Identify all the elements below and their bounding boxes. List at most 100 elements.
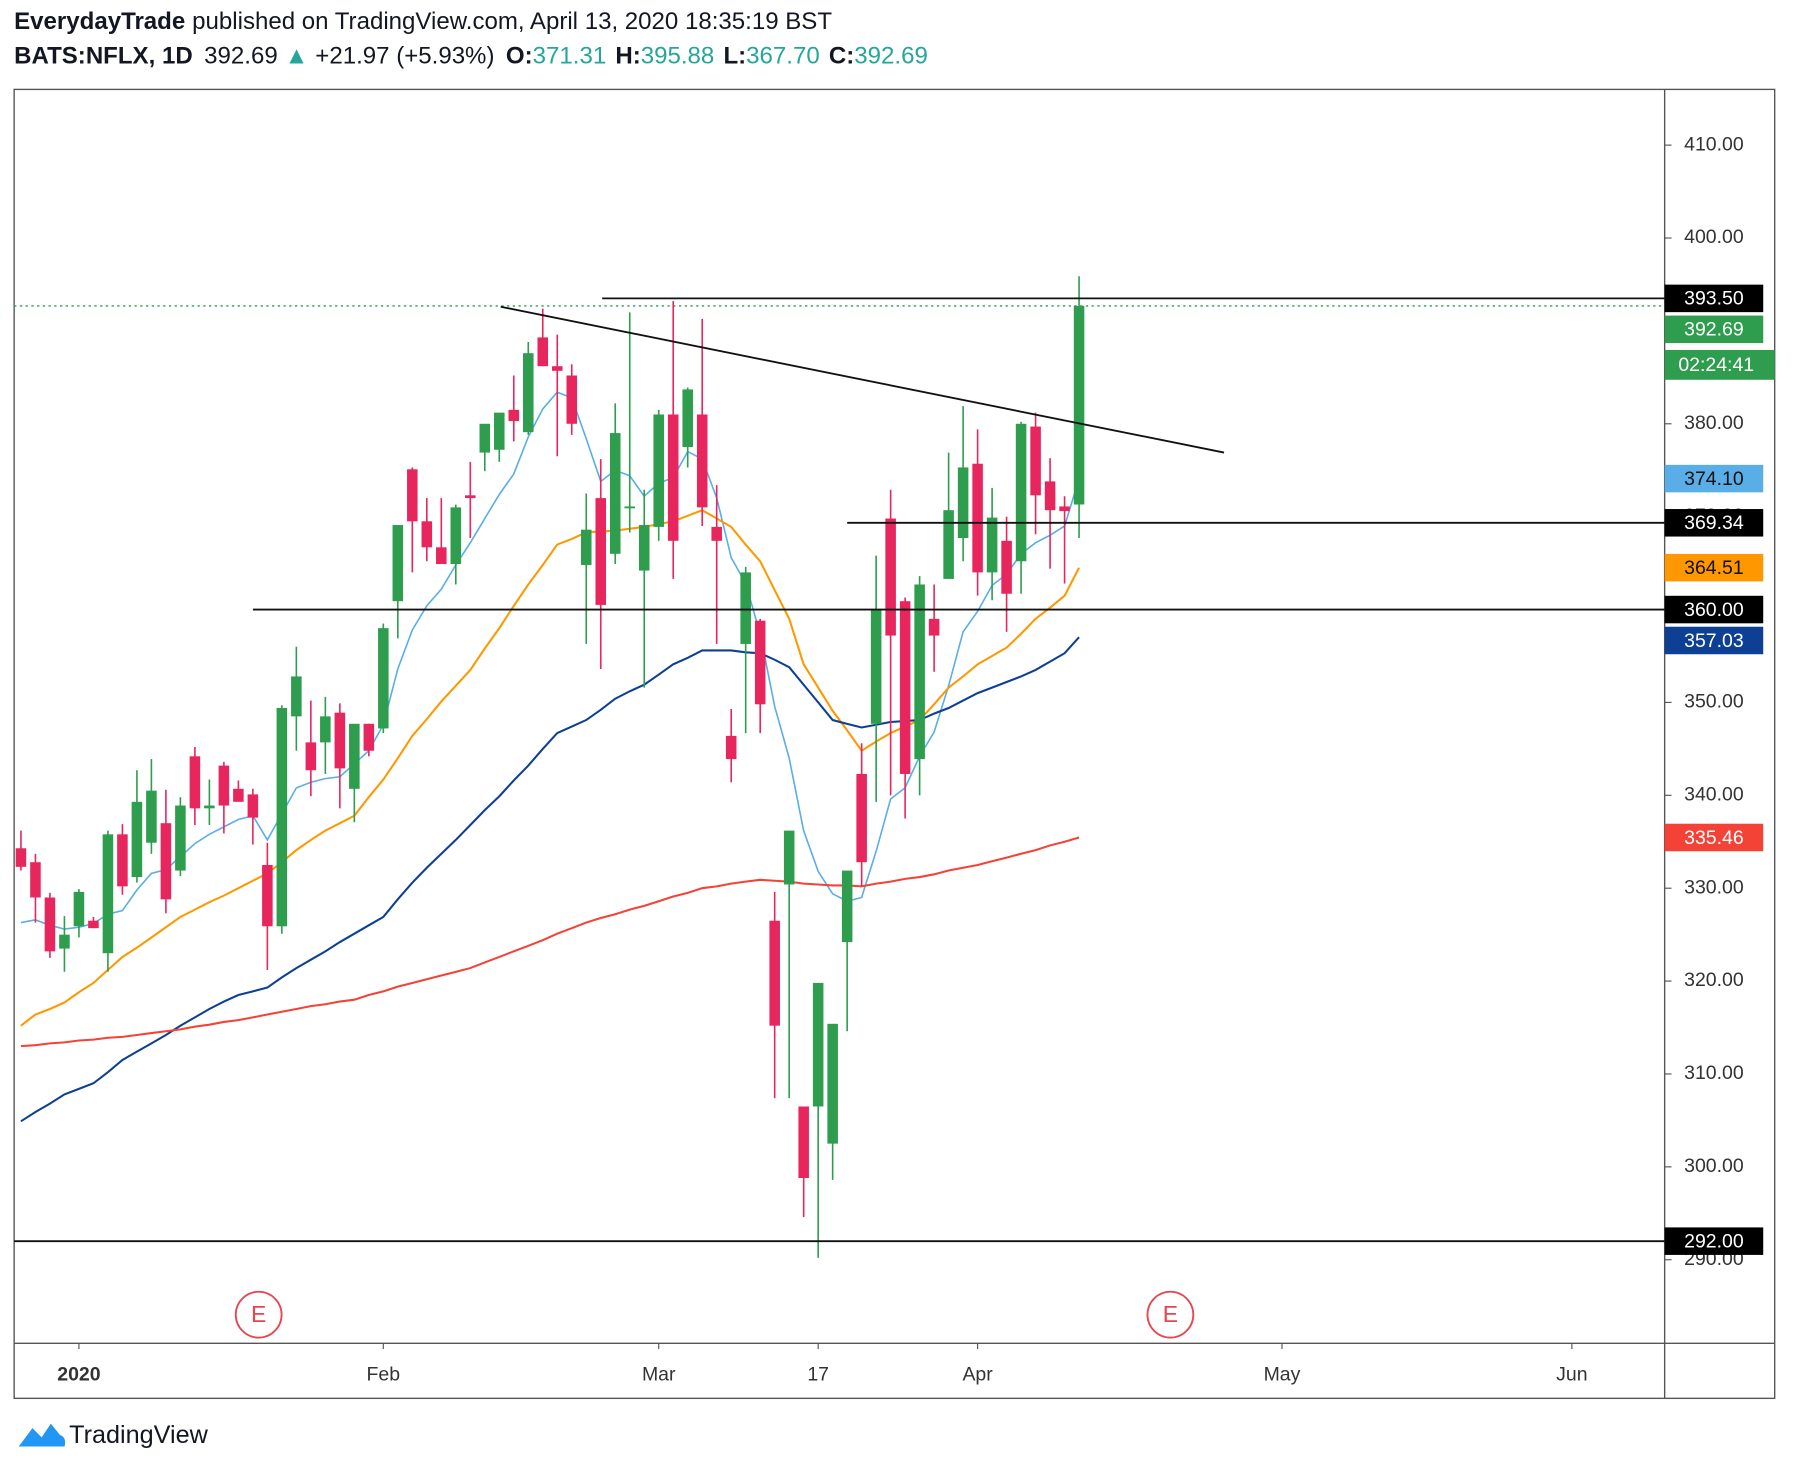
x-tick-label: Jun (1556, 1364, 1587, 1386)
x-tick-label: Feb (367, 1364, 401, 1386)
candle-body (711, 526, 722, 541)
candle-body (566, 375, 578, 424)
earnings-label: E (251, 1301, 266, 1327)
candle-body (146, 790, 157, 843)
candle-body (725, 735, 737, 760)
candle-body (88, 920, 99, 929)
candle-body (841, 870, 853, 943)
y-tick-label: 320.00 (1684, 969, 1744, 991)
candle-body (812, 982, 824, 1107)
price-label: 392.69 (1684, 319, 1744, 341)
y-tick-label: 400.00 (1684, 226, 1744, 248)
published-info: published on TradingView.com, April 13, … (192, 8, 832, 35)
price-label-box (1664, 315, 1764, 344)
candle-body (160, 823, 172, 900)
low-value: 367.70 (746, 43, 820, 70)
publish-line: EverydayTrade published on TradingView.co… (14, 8, 832, 35)
price-label-box (1664, 509, 1764, 537)
candle-body (407, 469, 418, 522)
candle-body (421, 521, 433, 548)
countdown: 02:24:41 (1678, 354, 1754, 376)
price-label-box (1664, 284, 1764, 313)
x-tick-label: 17 (807, 1364, 829, 1386)
price-label-box (1664, 595, 1764, 624)
candle-body (798, 1106, 809, 1179)
y-tick-label: 340.00 (1684, 783, 1744, 805)
candle-body (175, 805, 186, 871)
x-tick-label: 2020 (57, 1364, 100, 1386)
candle-body (30, 862, 41, 898)
candle-body (522, 353, 534, 433)
candle-body (320, 716, 331, 743)
tradingview-logo: TradingView (18, 1421, 209, 1449)
candle-body (363, 723, 375, 751)
candle-body (508, 409, 520, 421)
trendline (500, 305, 1225, 454)
candle-body (189, 756, 201, 809)
brand: TradingView (69, 1421, 208, 1449)
candle-body (1059, 506, 1070, 512)
price-label-box (1664, 553, 1764, 582)
price-label: 335.46 (1684, 827, 1744, 849)
candle-body (102, 834, 114, 954)
candle-body (827, 1023, 838, 1144)
price-label-box (1664, 823, 1764, 852)
candle-body (682, 389, 693, 448)
countdown-box (1664, 349, 1775, 380)
candle-body (117, 834, 128, 887)
candle-body (334, 712, 346, 769)
y-tick-label: 350.00 (1684, 691, 1744, 713)
candle-body (580, 529, 592, 565)
y-tick-label: 310.00 (1684, 1062, 1744, 1084)
candle-body (450, 507, 462, 565)
plot-layer (14, 276, 1665, 1258)
candle-body (131, 801, 143, 878)
price-label-box (1664, 1227, 1764, 1255)
close-label: C: (829, 43, 854, 70)
high-value: 395.88 (641, 43, 715, 70)
price-label-box (1664, 626, 1764, 655)
x-tick-label: Mar (642, 1364, 676, 1386)
candle-body (754, 620, 766, 705)
candle-body (1073, 305, 1085, 505)
candle-body (551, 366, 563, 371)
candle-body (233, 788, 244, 802)
price-label: 360.00 (1684, 599, 1744, 621)
candle-body (667, 414, 679, 541)
moving-average (20, 391, 1080, 930)
y-tick-label: 330.00 (1684, 876, 1744, 898)
candle-body (769, 920, 780, 1026)
price-label: 393.50 (1684, 288, 1744, 310)
candle-body (59, 934, 70, 949)
candle-body (204, 805, 215, 809)
candle-body (609, 433, 621, 554)
candle-body (1015, 423, 1027, 562)
candle-body (305, 742, 317, 771)
candle-body (928, 618, 940, 636)
y-tick-label: 300.00 (1684, 1155, 1744, 1177)
open-value: 371.31 (533, 43, 607, 70)
low-label: L: (723, 43, 746, 70)
candle-body (479, 423, 491, 453)
candle-body (638, 525, 650, 571)
author: EverydayTrade (14, 8, 185, 35)
candle-body (218, 765, 230, 806)
earnings-marker (234, 1290, 283, 1339)
candle-body (696, 414, 708, 508)
candle-body (349, 723, 360, 789)
price-label: 364.51 (1684, 557, 1744, 579)
symbol: BATS:NFLX, 1D (14, 43, 193, 70)
candle-body (73, 891, 85, 927)
logo-cloud (18, 1423, 66, 1447)
candle-body (1001, 540, 1012, 594)
price-label: 374.10 (1684, 468, 1744, 490)
quote-line: BATS:NFLX, 1D 392.69 ▲ +21.97 (+5.93%) O:371… (14, 43, 928, 70)
candle-body (986, 517, 998, 573)
candle-body (885, 518, 896, 636)
candle-body (943, 510, 954, 579)
candle-body (856, 773, 867, 863)
price-label: 292.00 (1684, 1230, 1744, 1252)
candle-body (783, 830, 795, 885)
